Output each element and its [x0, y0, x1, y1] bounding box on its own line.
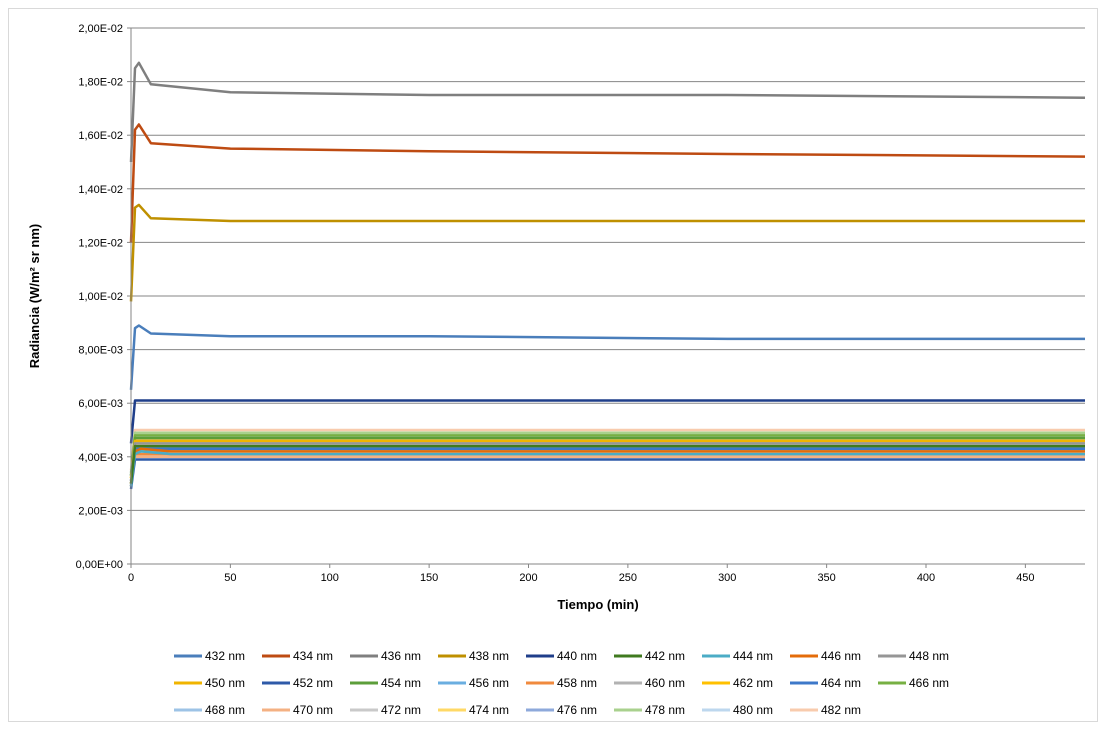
- x-axis-title: Tiempo (min): [557, 597, 638, 612]
- legend-item: 438 nm: [438, 649, 509, 663]
- y-tick-label: 2,00E-03: [78, 505, 123, 517]
- legend-label: 464 nm: [821, 676, 861, 690]
- y-tick-label: 4,00E-03: [78, 452, 123, 464]
- legend-label: 438 nm: [469, 649, 509, 663]
- y-tick-label: 1,60E-02: [78, 130, 123, 142]
- y-axis-title: Radiancia (W/m² sr nm): [27, 224, 42, 368]
- x-tick-label: 300: [718, 572, 736, 584]
- y-tick-label: 1,00E-02: [78, 291, 123, 303]
- legend-label: 436 nm: [381, 649, 421, 663]
- legend-label: 474 nm: [469, 703, 509, 717]
- x-tick-label: 150: [420, 572, 438, 584]
- series-line-442-nm: [129, 444, 1085, 484]
- legend-item: 440 nm: [526, 649, 597, 663]
- legend-label: 468 nm: [205, 703, 245, 717]
- legend-label: 434 nm: [293, 649, 333, 663]
- legend-item: 480 nm: [702, 703, 773, 717]
- legend: 432 nm 434 nm 436 nm 438 nm 440 nm 442 nm 444 …: [174, 649, 949, 717]
- x-tick-label: 50: [224, 572, 236, 584]
- legend-label: 470 nm: [293, 703, 333, 717]
- legend-item: 464 nm: [790, 676, 861, 690]
- legend-item: 436 nm: [350, 649, 421, 663]
- radiance-line-chart: 0,00E+00 2,00E-03 4,00E-03 6,00E-03 8,00E-03…: [27, 23, 1086, 717]
- legend-label: 440 nm: [557, 649, 597, 663]
- y-tick-label: 1,20E-02: [78, 237, 123, 249]
- x-tick-label: 450: [1016, 572, 1034, 584]
- legend-item: 462 nm: [702, 676, 773, 690]
- x-tick-label: 250: [619, 572, 637, 584]
- legend-item: 452 nm: [262, 676, 333, 690]
- x-tick-labels: 0 50 100 150 200 250 300 350 400 450: [128, 572, 1035, 584]
- x-tick-label: 400: [917, 572, 935, 584]
- legend-item: 434 nm: [262, 649, 333, 663]
- chart-frame: 0,00E+00 2,00E-03 4,00E-03 6,00E-03 8,00E-03…: [8, 8, 1098, 722]
- legend-label: 448 nm: [909, 649, 949, 663]
- legend-label: 462 nm: [733, 676, 773, 690]
- x-tick-label: 350: [817, 572, 835, 584]
- y-tick-label: 0,00E+00: [76, 559, 123, 571]
- y-tick-label: 6,00E-03: [78, 398, 123, 410]
- legend-label: 478 nm: [645, 703, 685, 717]
- x-tick-label: 200: [519, 572, 537, 584]
- series-line-452-nm: [129, 458, 1085, 490]
- x-tick-label: 0: [128, 572, 134, 584]
- legend-label: 456 nm: [469, 676, 509, 690]
- y-tick-label: 2,00E-02: [78, 23, 123, 35]
- legend-item: 482 nm: [790, 703, 861, 717]
- series-line-432-nm: [129, 324, 1085, 390]
- legend-item: 448 nm: [878, 649, 949, 663]
- series-line-438-nm: [129, 203, 1085, 302]
- series-layer: [129, 61, 1086, 490]
- legend-label: 432 nm: [205, 649, 245, 663]
- series-line-434-nm: [129, 123, 1086, 243]
- legend-item: 444 nm: [702, 649, 773, 663]
- legend-label: 442 nm: [645, 649, 685, 663]
- y-tick-label: 1,40E-02: [78, 184, 123, 196]
- x-tick-label: 100: [321, 572, 339, 584]
- legend-label: 450 nm: [205, 676, 245, 690]
- legend-item: 470 nm: [262, 703, 333, 717]
- legend-item: 450 nm: [174, 676, 245, 690]
- legend-item: 458 nm: [526, 676, 597, 690]
- legend-item: 460 nm: [614, 676, 685, 690]
- legend-item: 442 nm: [614, 649, 685, 663]
- legend-label: 482 nm: [821, 703, 861, 717]
- legend-item: 478 nm: [614, 703, 685, 717]
- series-line-440-nm: [129, 399, 1085, 444]
- legend-item: 472 nm: [350, 703, 421, 717]
- legend-item: 466 nm: [878, 676, 949, 690]
- legend-label: 466 nm: [909, 676, 949, 690]
- legend-label: 446 nm: [821, 649, 861, 663]
- series-line-436-nm: [129, 61, 1086, 163]
- legend-label: 476 nm: [557, 703, 597, 717]
- gridlines: [127, 27, 1085, 568]
- legend-label: 472 nm: [381, 703, 421, 717]
- legend-label: 452 nm: [293, 676, 333, 690]
- legend-item: 446 nm: [790, 649, 861, 663]
- legend-label: 460 nm: [645, 676, 685, 690]
- legend-label: 454 nm: [381, 676, 421, 690]
- legend-item: 474 nm: [438, 703, 509, 717]
- legend-item: 456 nm: [438, 676, 509, 690]
- legend-item: 454 nm: [350, 676, 421, 690]
- legend-item: 432 nm: [174, 649, 245, 663]
- axes: [130, 28, 1085, 565]
- legend-label: 480 nm: [733, 703, 773, 717]
- legend-label: 444 nm: [733, 649, 773, 663]
- legend-item: 468 nm: [174, 703, 245, 717]
- y-tick-labels: 0,00E+00 2,00E-03 4,00E-03 6,00E-03 8,00E-03…: [76, 23, 123, 571]
- y-tick-label: 8,00E-03: [78, 345, 123, 357]
- legend-item: 476 nm: [526, 703, 597, 717]
- y-tick-label: 1,80E-02: [78, 77, 123, 89]
- series-line-470-nm: [129, 455, 1085, 487]
- legend-label: 458 nm: [557, 676, 597, 690]
